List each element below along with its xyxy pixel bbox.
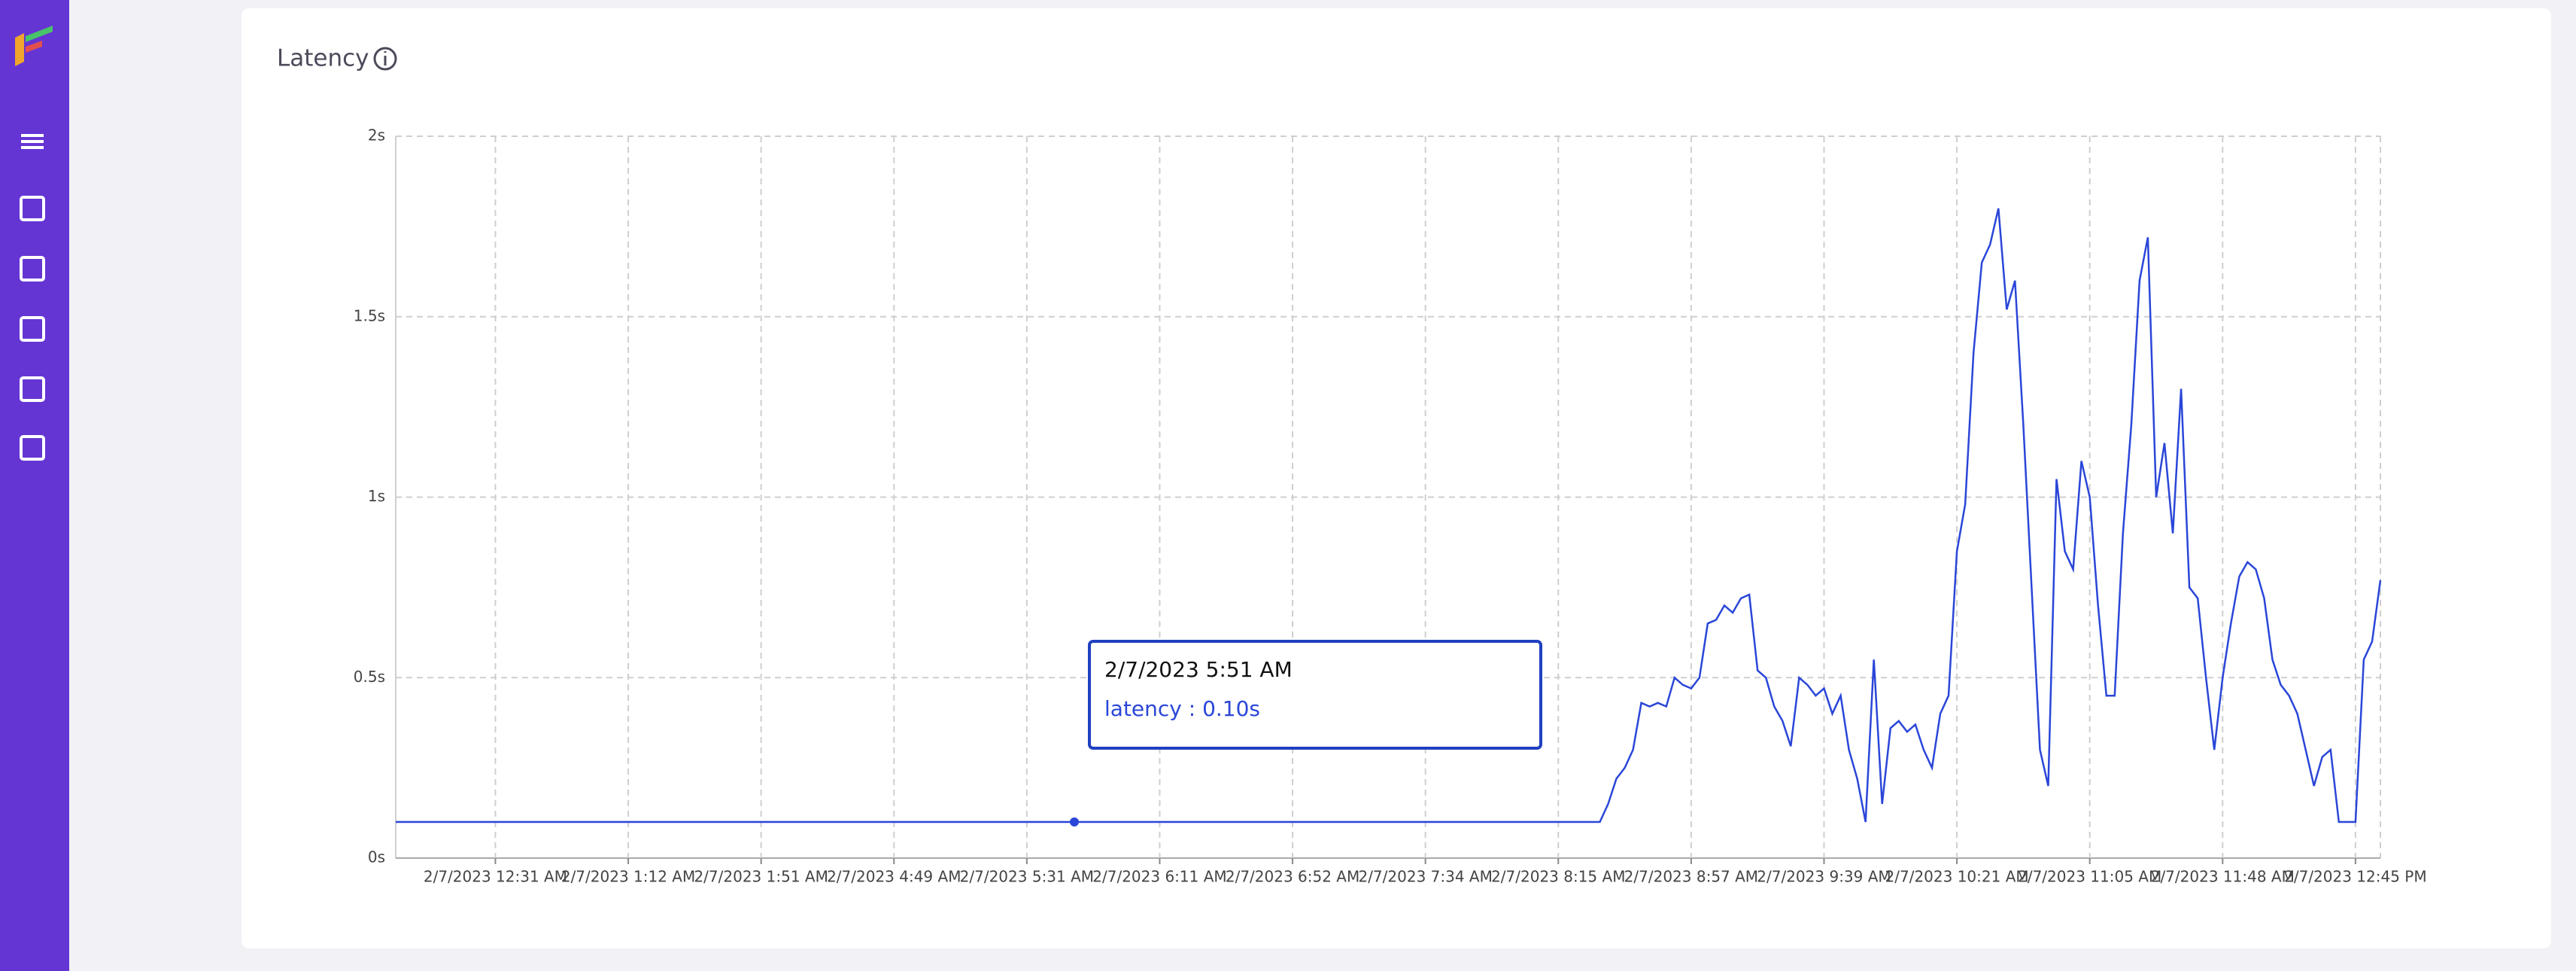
nav-icon[interactable]	[20, 435, 45, 461]
x-tick-label: 2/7/2023 8:57 AM	[1624, 868, 1758, 886]
nav-icon[interactable]	[20, 376, 45, 402]
sidebar	[0, 0, 69, 971]
line	[396, 208, 2382, 823]
tooltip-title: 2/7/2023 5:51 AM	[1104, 657, 1293, 682]
x-tick-label: 2/7/2023 12:31 AM	[424, 868, 567, 886]
nav-icon[interactable]	[20, 316, 45, 342]
x-tick-label: 2/7/2023 11:48 AM	[2151, 868, 2295, 886]
x-tick-label: 2/7/2023 9:39 AM	[1757, 868, 1891, 886]
x-tick-label: 2/7/2023 12:45 PM	[2284, 868, 2427, 886]
x-tick-label: 2/7/2023 10:21 AM	[1885, 868, 2029, 886]
x-tick-label: 2/7/2023 7:34 AM	[1358, 868, 1492, 886]
x-tick-label: 2/7/2023 6:52 AM	[1226, 868, 1359, 886]
x-tick-label: 2/7/2023 5:31 AM	[960, 868, 1094, 886]
chart-title: Latency	[277, 45, 369, 72]
x-tick-label: 2/7/2023 11:05 AM	[2018, 868, 2161, 886]
y-tick-label: 1s	[368, 487, 385, 505]
tooltip	[1088, 640, 1542, 750]
x-tick-label: 2/7/2023 1:51 AM	[694, 868, 828, 886]
sidebar-icons	[15, 26, 53, 461]
y-tick-label: 0s	[368, 848, 385, 866]
logo	[15, 33, 24, 66]
menu-icon[interactable]	[21, 134, 44, 149]
x-tick-label: 2/7/2023 1:12 AM	[561, 868, 695, 886]
y-tick-label: 2s	[368, 126, 385, 145]
logo	[26, 26, 53, 42]
x-tick-label: 2/7/2023 4:49 AM	[827, 868, 961, 886]
card	[242, 8, 2551, 948]
x-tick-label: 2/7/2023 8:15 AM	[1491, 868, 1625, 886]
logo	[26, 41, 42, 53]
x-tick-label: 2/7/2023 6:11 AM	[1092, 868, 1226, 886]
y-tick-label: 1.5s	[354, 306, 385, 324]
hover-point	[1070, 817, 1079, 827]
info-icon[interactable]	[373, 47, 397, 71]
nav-icon[interactable]	[20, 196, 45, 221]
nav-icon[interactable]	[20, 256, 45, 282]
tooltip-text: latency : 0.10s	[1104, 696, 1260, 721]
y-tick-label: 0.5s	[354, 668, 385, 686]
